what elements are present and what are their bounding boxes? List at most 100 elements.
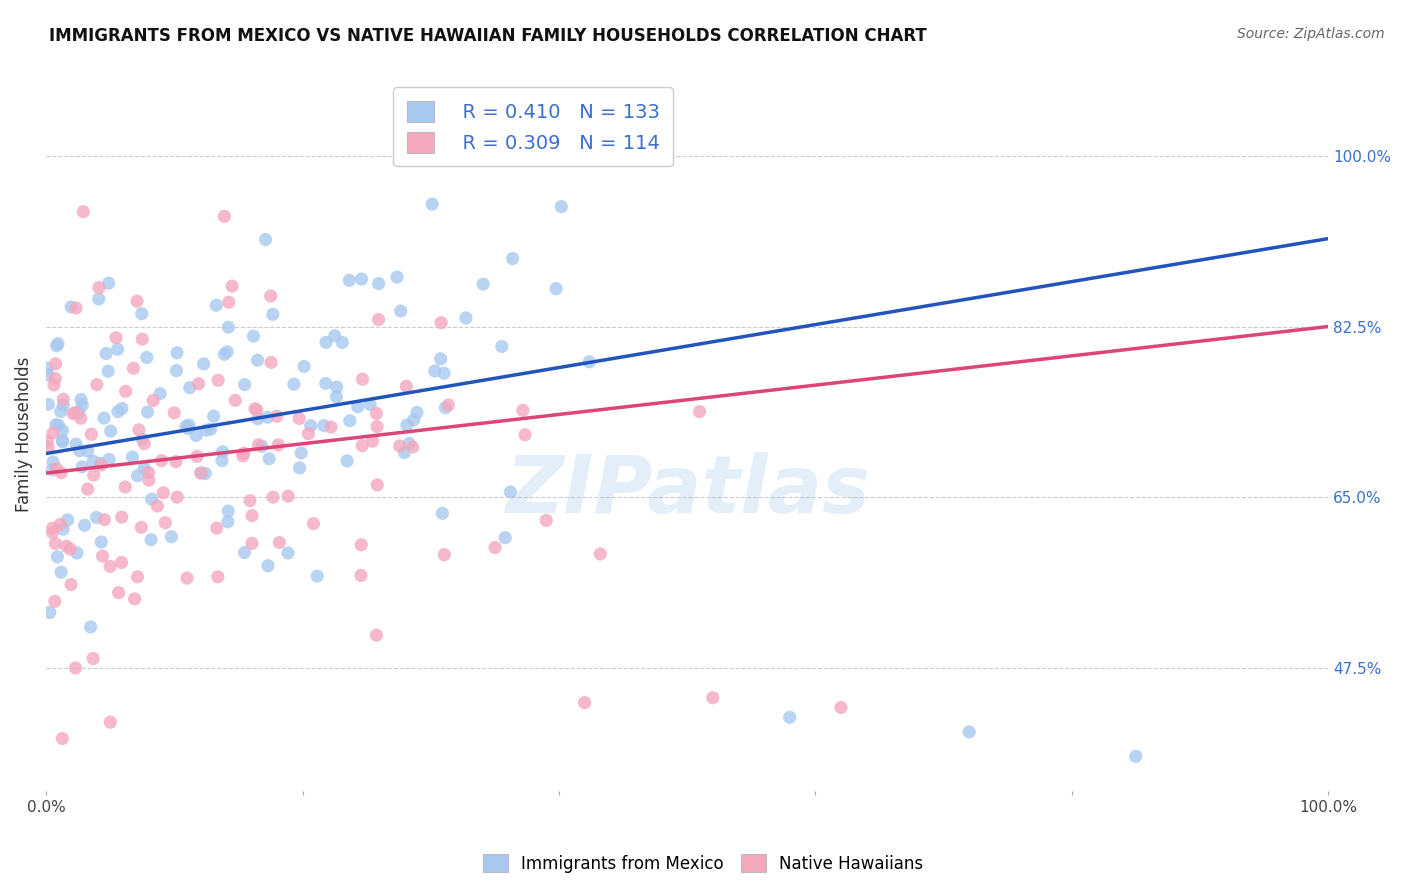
Point [494, 531, 516, 545]
Point [350, 538, 373, 552]
Point [433, 366, 456, 380]
Point [107, 343, 129, 357]
Point [131, 432, 153, 446]
Point [122, 361, 145, 376]
Point [86, 377, 108, 392]
Point [589, 547, 612, 561]
Legend:   R = 0.410   N = 133,   R = 0.309   N = 114: R = 0.410 N = 133, R = 0.309 N = 114 [394, 87, 673, 167]
Point [385, 270, 408, 285]
Point [394, 445, 416, 459]
Point [72, 398, 94, 412]
Point [142, 393, 165, 408]
Point [69, 443, 91, 458]
Point [262, 490, 284, 504]
Point [395, 379, 418, 393]
Point [149, 386, 172, 401]
Point [359, 397, 381, 411]
Point [288, 461, 311, 475]
Point [246, 353, 269, 368]
Point [65, 301, 87, 315]
Point [454, 310, 477, 325]
Point [233, 545, 256, 559]
Point [214, 347, 236, 361]
Text: Source: ZipAtlas.com: Source: ZipAtlas.com [1237, 27, 1385, 41]
Point [93, 411, 115, 425]
Point [93, 513, 115, 527]
Point [66, 546, 89, 560]
Point [60, 300, 83, 314]
Point [46, 549, 69, 564]
Point [361, 434, 384, 449]
Point [52, 398, 75, 412]
Point [243, 401, 266, 416]
Y-axis label: Family Households: Family Households [15, 356, 32, 512]
Point [214, 209, 236, 223]
Point [166, 490, 188, 504]
Point [49, 404, 72, 418]
Point [536, 513, 558, 527]
Point [366, 478, 388, 492]
Point [111, 510, 134, 524]
Point [277, 546, 299, 560]
Point [389, 304, 412, 318]
Point [59, 542, 82, 557]
Point [186, 428, 208, 442]
Point [90, 535, 112, 549]
Point [82, 651, 104, 665]
Point [574, 696, 596, 710]
Point [578, 355, 600, 369]
Point [37, 397, 59, 411]
Point [325, 390, 347, 404]
Point [82, 454, 104, 468]
Point [45, 461, 67, 475]
Point [240, 536, 263, 550]
Point [165, 455, 187, 469]
Point [80, 427, 103, 442]
Point [87, 280, 110, 294]
Point [430, 316, 453, 330]
Point [146, 499, 169, 513]
Point [1125, 749, 1147, 764]
Point [41, 521, 63, 535]
Point [37, 434, 59, 449]
Point [51, 731, 73, 746]
Point [336, 454, 359, 468]
Point [131, 332, 153, 346]
Point [37, 361, 59, 376]
Point [323, 328, 346, 343]
Point [65, 437, 87, 451]
Point [337, 273, 360, 287]
Point [257, 558, 280, 573]
Point [190, 466, 212, 480]
Point [131, 307, 153, 321]
Point [125, 294, 148, 309]
Point [138, 466, 160, 480]
Point [174, 419, 197, 434]
Point [193, 357, 215, 371]
Point [202, 409, 225, 424]
Point [432, 506, 454, 520]
Point [283, 377, 305, 392]
Point [217, 515, 239, 529]
Point [163, 406, 186, 420]
Point [367, 277, 389, 291]
Point [70, 411, 93, 425]
Point [402, 440, 425, 454]
Point [100, 424, 122, 438]
Point [233, 377, 256, 392]
Point [830, 700, 852, 714]
Point [139, 533, 162, 547]
Point [160, 530, 183, 544]
Point [550, 200, 572, 214]
Point [250, 439, 273, 453]
Point [114, 384, 136, 399]
Point [242, 329, 264, 343]
Point [90, 458, 112, 472]
Point [51, 434, 73, 449]
Point [44, 371, 66, 385]
Point [83, 468, 105, 483]
Point [155, 516, 177, 530]
Point [98, 452, 121, 467]
Point [217, 344, 239, 359]
Legend: Immigrants from Mexico, Native Hawaiians: Immigrants from Mexico, Native Hawaiians [477, 847, 929, 880]
